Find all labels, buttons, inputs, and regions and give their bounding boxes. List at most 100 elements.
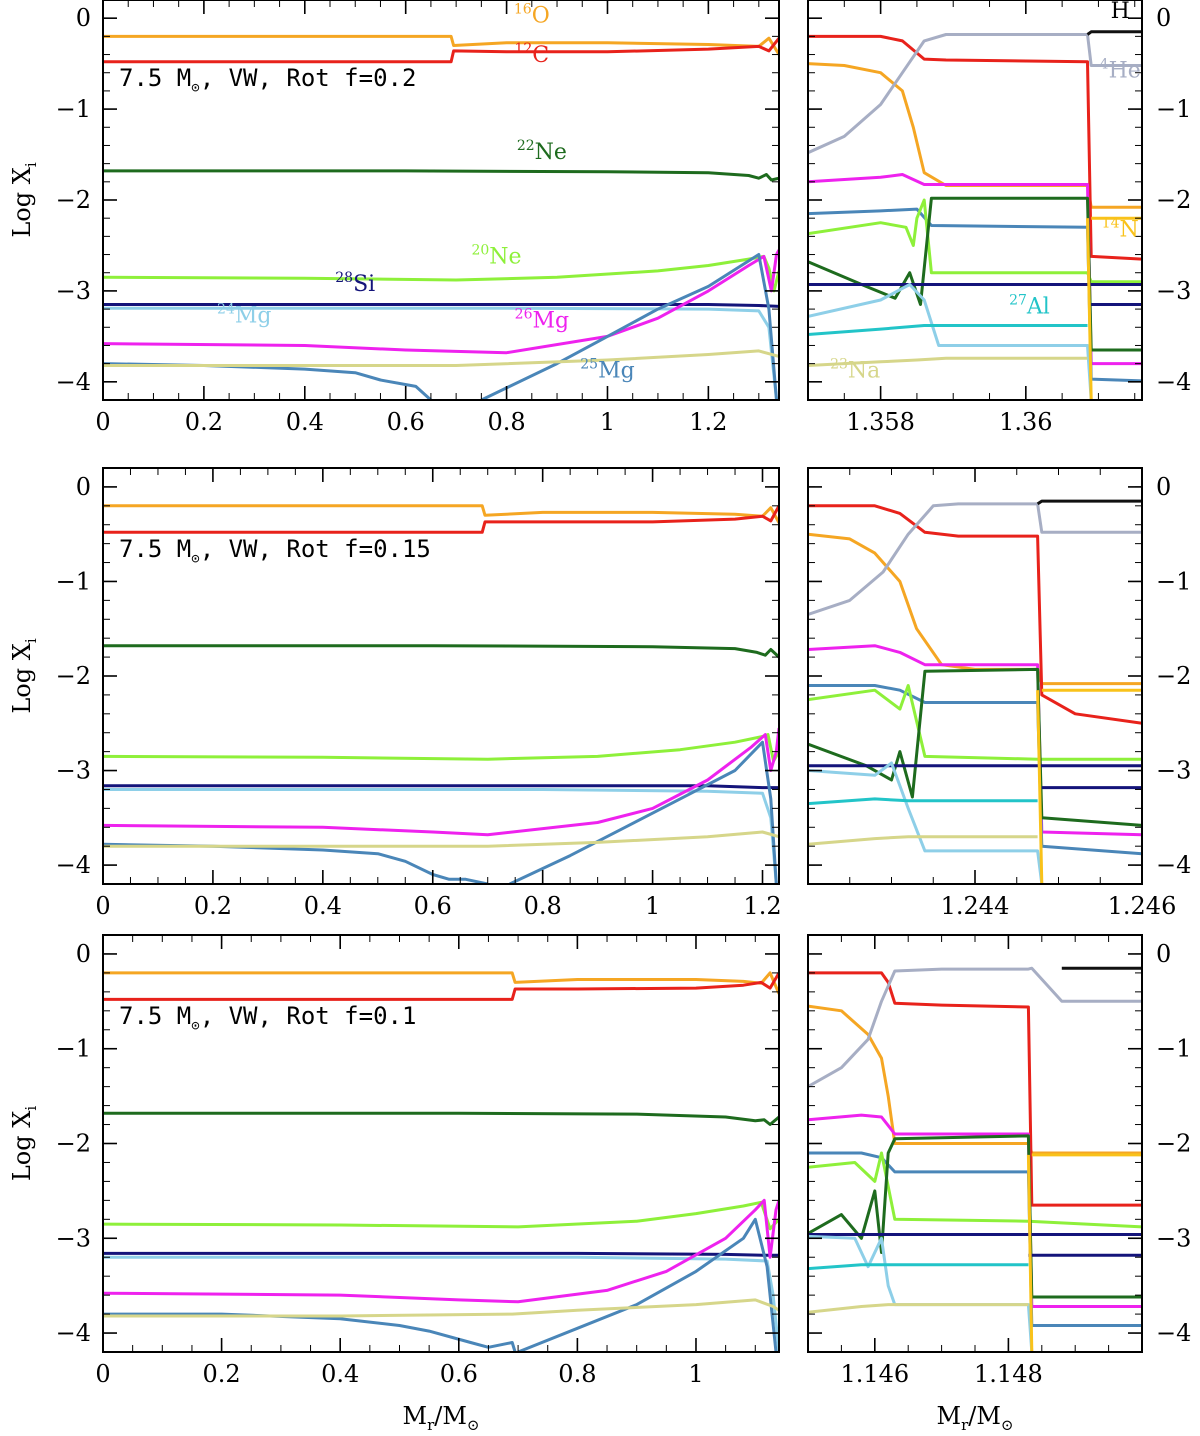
xlabel: M <box>403 1402 428 1430</box>
x-tick-label: 0.6 <box>440 1360 478 1388</box>
xlabel: M <box>937 1402 962 1430</box>
line-mg26 <box>103 249 779 355</box>
sun-symbol: ⊙ <box>191 551 200 567</box>
label-element: Ne <box>489 245 521 270</box>
label-element: Mg <box>533 308 570 333</box>
line-mg26 <box>103 727 779 837</box>
line-na23 <box>808 835 1038 846</box>
label-mass: 4 <box>1100 56 1109 72</box>
ylabel: Log X <box>8 643 36 713</box>
y-tick-label: −4 <box>1156 368 1191 396</box>
panel-title: 7.5 M⊙, VW, Rot f=0.15 <box>119 535 431 567</box>
title-suffix: , VW, Rot f=0.2 <box>200 64 417 92</box>
ylabel: Log X <box>8 167 36 237</box>
y-tick-label: −1 <box>1156 95 1191 123</box>
line-al27 <box>808 324 1088 336</box>
label-element: O <box>532 4 550 29</box>
label-mass: 24 <box>217 302 235 318</box>
label-mass: 16 <box>514 2 532 18</box>
x-tick-label: 1 <box>600 408 615 436</box>
label-mass: 12 <box>514 41 532 57</box>
ylabel-sub: i <box>22 638 40 643</box>
line-n14 <box>1086 218 1093 400</box>
x-tick-label: 0.2 <box>194 892 232 920</box>
panel-2-right: 0 −1 −2 −3 −4 1.244 1.246 <box>807 467 1191 920</box>
line-mg25 <box>808 684 1142 856</box>
x-tick-label: 1 <box>645 892 660 920</box>
line-he4 <box>808 966 1142 1088</box>
label-element: Ne <box>535 140 567 165</box>
line-ne20 <box>103 254 779 293</box>
x-tick-label: 0.4 <box>321 1360 359 1388</box>
plot-frame <box>102 467 780 885</box>
label-mass: 27 <box>1009 293 1027 309</box>
line-si28 <box>103 303 779 308</box>
sun-symbol: ⊙ <box>1001 1416 1014 1434</box>
y-tick-label: 0 <box>1156 4 1171 32</box>
line-c12 <box>808 971 1142 1207</box>
x-tick-label: 1.146 <box>840 1360 909 1388</box>
title-prefix: 7.5 M <box>119 1002 191 1030</box>
line-mg25 <box>509 740 778 884</box>
panel-1-right: 0 −1 −2 −3 −4 1.358 1.36 H 4He 14N 27Al 23Na <box>807 0 1191 436</box>
ylabel-sub: i <box>22 162 40 167</box>
label-n14: 14N <box>1102 215 1139 242</box>
label-si28: 28Si <box>335 270 375 297</box>
title-prefix: 7.5 M <box>119 64 191 92</box>
line-mg24 <box>808 761 1044 884</box>
sun-symbol: ⊙ <box>191 1018 200 1034</box>
line-o16 <box>103 504 779 524</box>
line-mg25 <box>103 362 432 400</box>
label-mg25: 25Mg <box>580 356 634 383</box>
x-tick-label: 1.2 <box>743 892 781 920</box>
line-c12 <box>103 37 779 64</box>
line-ne20 <box>103 733 779 763</box>
y-tick-label: −4 <box>56 851 91 879</box>
line-h <box>1036 499 1142 506</box>
label-element: Mg <box>598 358 635 383</box>
line-al27 <box>808 797 1038 806</box>
line-mg25 <box>480 253 778 400</box>
label-mass: 28 <box>335 270 353 286</box>
x-axis-title: Mr/M⊙ <box>937 1402 1014 1434</box>
y-axis-title: Log Xi <box>8 162 40 237</box>
label-mass: 22 <box>517 138 535 154</box>
ylabel-sub: i <box>22 1106 40 1111</box>
x-tick-label: 0.6 <box>387 408 425 436</box>
line-mg24 <box>808 283 1093 400</box>
y-tick-label: −1 <box>56 567 91 595</box>
y-tick-label: −4 <box>1156 1319 1191 1347</box>
label-he4: 4He <box>1100 56 1141 83</box>
x-tick-label: 0.6 <box>414 892 452 920</box>
line-o16 <box>808 532 1142 686</box>
line-ne22 <box>808 1134 1142 1299</box>
line-o16 <box>103 971 779 995</box>
label-mass: 20 <box>471 243 489 259</box>
label-element: C <box>532 43 549 68</box>
line-mg25 <box>808 1151 1142 1327</box>
y-tick-label: −3 <box>56 757 91 785</box>
line-c12 <box>103 972 779 1001</box>
line-mg26 <box>103 1198 779 1304</box>
line-na23 <box>808 1303 1029 1314</box>
x-tick-label: 0.8 <box>558 1360 596 1388</box>
label-element: N <box>1120 217 1139 242</box>
line-o16 <box>103 34 779 56</box>
x-tick-label: 0.8 <box>524 892 562 920</box>
label-ne20: 20Ne <box>471 243 521 270</box>
line-c12 <box>103 505 779 534</box>
x-tick-label: 0 <box>95 408 110 436</box>
y-tick-label: −2 <box>1156 186 1191 214</box>
series-group-2-right <box>808 499 1142 884</box>
y-axis-title: Log Xi <box>8 1106 40 1181</box>
plot-frame <box>102 0 780 401</box>
panel-1-left: 0−1−2−3−40 0.2 0.4 0.6 0.8 1 1.216O12C22Ne20Ne… <box>8 0 780 436</box>
line-ne20 <box>808 684 1142 761</box>
title-suffix: , VW, Rot f=0.15 <box>200 535 431 563</box>
line-n14 <box>1036 690 1044 884</box>
xlabel-sub: r <box>961 1416 969 1434</box>
line-si28 <box>103 1251 779 1257</box>
line-mg25 <box>517 1217 778 1352</box>
x-tick-label: 0.2 <box>185 408 223 436</box>
